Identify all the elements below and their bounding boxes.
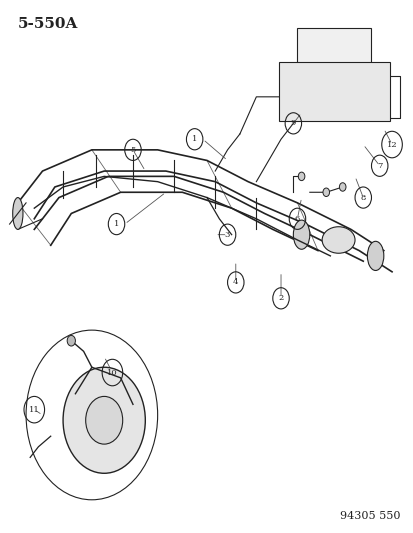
Text: 9: 9 bbox=[290, 119, 295, 127]
FancyBboxPatch shape bbox=[278, 62, 389, 120]
Text: 6: 6 bbox=[294, 215, 299, 223]
Text: 94305 550: 94305 550 bbox=[339, 511, 399, 521]
Text: 10: 10 bbox=[107, 368, 117, 376]
Circle shape bbox=[298, 172, 304, 181]
Circle shape bbox=[85, 397, 122, 444]
FancyBboxPatch shape bbox=[297, 28, 370, 70]
Ellipse shape bbox=[366, 241, 383, 270]
Text: 7: 7 bbox=[376, 161, 382, 169]
Circle shape bbox=[63, 367, 145, 473]
Circle shape bbox=[339, 183, 345, 191]
Text: 2: 2 bbox=[278, 294, 283, 302]
Text: 11: 11 bbox=[29, 406, 40, 414]
Text: 5: 5 bbox=[130, 146, 135, 154]
Text: 4: 4 bbox=[233, 278, 238, 286]
Text: 1: 1 bbox=[192, 135, 197, 143]
Ellipse shape bbox=[293, 220, 309, 249]
Text: 8: 8 bbox=[360, 193, 365, 201]
Text: 12: 12 bbox=[386, 141, 396, 149]
Text: 5-550A: 5-550A bbox=[18, 17, 78, 31]
Circle shape bbox=[67, 335, 75, 346]
Text: 1: 1 bbox=[114, 220, 119, 228]
Ellipse shape bbox=[13, 198, 23, 229]
Circle shape bbox=[322, 188, 329, 197]
Ellipse shape bbox=[321, 227, 354, 253]
Text: 3: 3 bbox=[224, 231, 230, 239]
